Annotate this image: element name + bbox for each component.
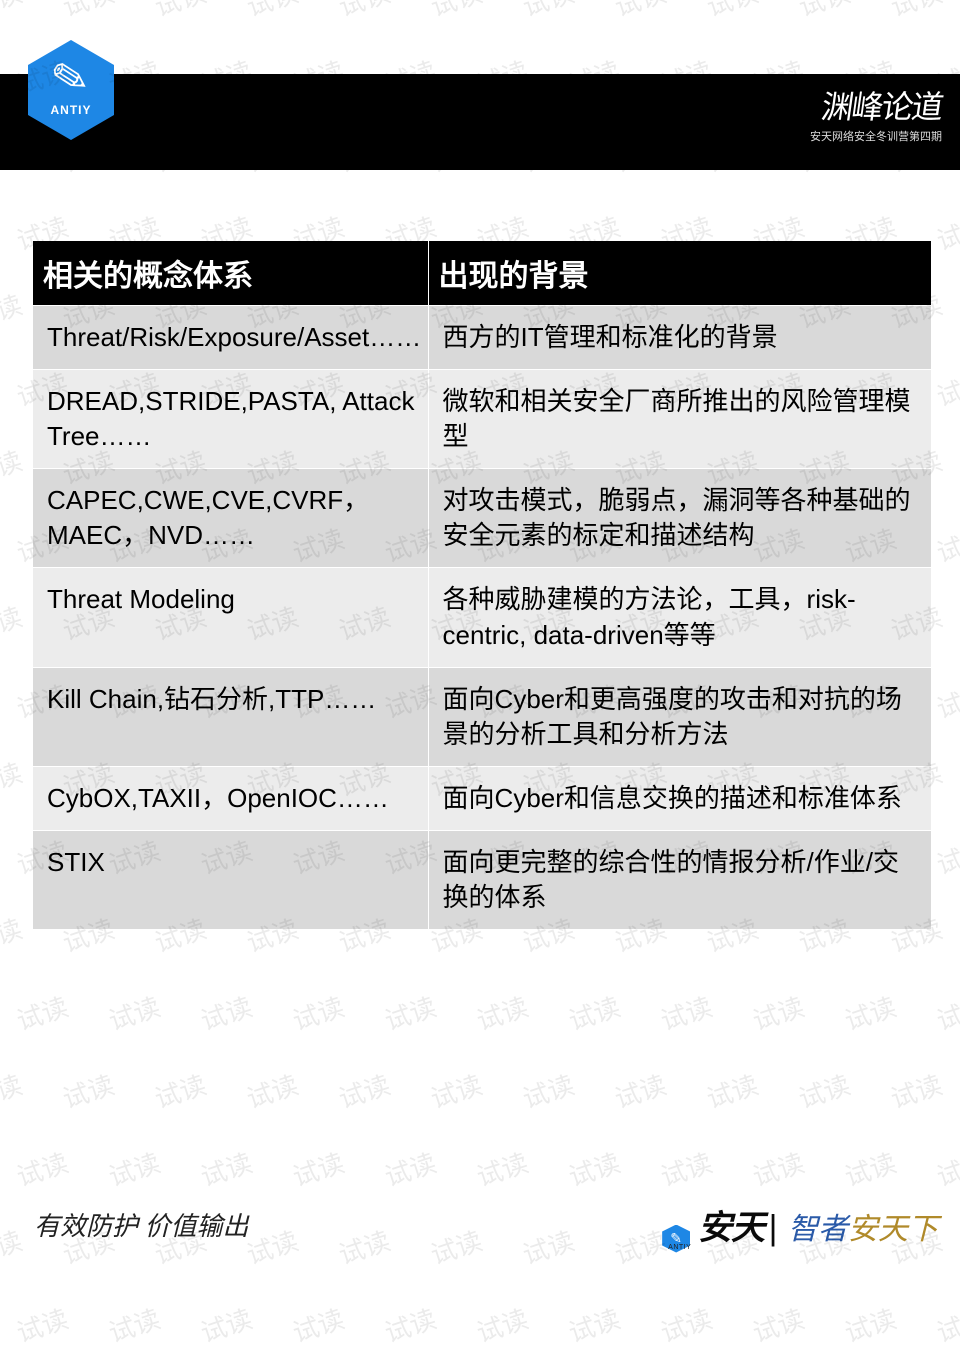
content-area: 相关的概念体系 出现的背景 Threat/Risk/Exposure/Asset… — [32, 240, 932, 930]
concepts-table: 相关的概念体系 出现的背景 Threat/Risk/Exposure/Asset… — [32, 240, 932, 930]
feather-icon: ✎ — [47, 54, 92, 105]
table-cell: DREAD,STRIDE,PASTA, Attack Tree…… — [33, 370, 429, 469]
table-cell: 微软和相关安全厂商所推出的风险管理模型 — [428, 370, 931, 469]
header-calligraphy: 渊峰论道 — [807, 82, 945, 128]
header-title-block: 渊峰论道 安天网络安全冬训营第四期 — [810, 82, 942, 144]
footer-slogan-b: 安天下 — [848, 1213, 938, 1246]
table-cell: CAPEC,CWE,CVE,CVRF，MAEC，NVD…… — [33, 469, 429, 568]
table-row: Threat Modeling各种威胁建模的方法论，工具，risk-centri… — [33, 568, 932, 667]
table-cell: CybOX,TAXII，OpenIOC…… — [33, 766, 429, 830]
table-cell: Threat/Risk/Exposure/Asset…… — [33, 306, 429, 370]
footer: 有效防护 价值输出 ✎ ANTIY 安天| 智者安天下 — [0, 1197, 960, 1243]
table-row: Kill Chain,钻石分析,TTP……面向Cyber和更高强度的攻击和对抗的… — [33, 667, 932, 766]
footer-brand-cn: 安天| — [698, 1200, 780, 1249]
footer-brand-label: 安天 — [698, 1209, 764, 1247]
table-cell: 各种威胁建模的方法论，工具，risk-centric, data-driven等… — [428, 568, 931, 667]
table-header-cell: 相关的概念体系 — [33, 241, 429, 306]
table-header-cell: 出现的背景 — [428, 241, 931, 306]
table-cell: 对攻击模式，脆弱点，漏洞等各种基础的安全元素的标定和描述结构 — [428, 469, 931, 568]
table-cell: 面向更完整的综合性的情报分析/作业/交换的体系 — [428, 830, 931, 929]
table-row: Threat/Risk/Exposure/Asset……西方的IT管理和标准化的… — [33, 306, 932, 370]
brand-logo: ✎ ANTIY — [28, 40, 128, 200]
table-cell: 面向Cyber和信息交换的描述和标准体系 — [428, 766, 931, 830]
table-cell: 面向Cyber和更高强度的攻击和对抗的场景的分析工具和分析方法 — [428, 667, 931, 766]
table-row: STIX面向更完整的综合性的情报分析/作业/交换的体系 — [33, 830, 932, 929]
footer-left-text: 有效防护 价值输出 — [34, 1206, 249, 1243]
footer-mini-brand: ANTIY — [668, 1244, 691, 1251]
table-cell: STIX — [33, 830, 429, 929]
table-header-row: 相关的概念体系 出现的背景 — [33, 241, 932, 306]
table-cell: Kill Chain,钻石分析,TTP…… — [33, 667, 429, 766]
table-row: DREAD,STRIDE,PASTA, Attack Tree……微软和相关安全… — [33, 370, 932, 469]
header-subline: 安天网络安全冬训营第四期 — [810, 128, 942, 144]
table-row: CybOX,TAXII，OpenIOC……面向Cyber和信息交换的描述和标准体… — [33, 766, 932, 830]
table-row: CAPEC,CWE,CVE,CVRF，MAEC，NVD……对攻击模式，脆弱点，漏… — [33, 469, 932, 568]
table-cell: Threat Modeling — [33, 568, 429, 667]
table-cell: 西方的IT管理和标准化的背景 — [428, 306, 931, 370]
footer-slogan: 智者安天下 — [788, 1204, 938, 1248]
footer-slogan-a: 智者 — [788, 1213, 848, 1246]
footer-right-brand: ✎ ANTIY 安天| 智者安天下 — [662, 1200, 938, 1249]
